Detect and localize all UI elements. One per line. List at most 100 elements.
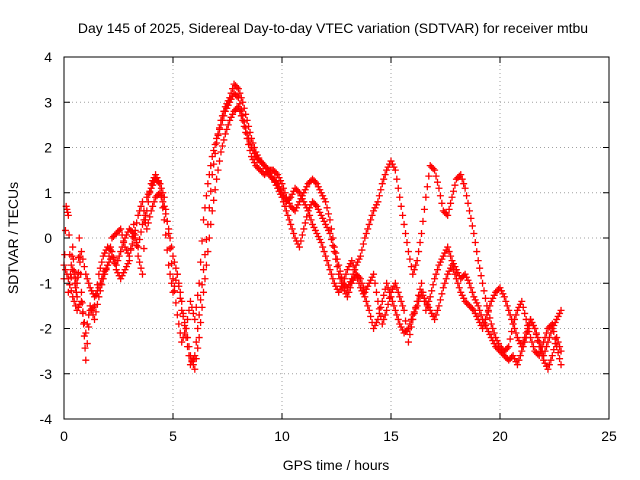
data-point xyxy=(490,291,498,299)
data-point xyxy=(200,288,208,296)
data-point xyxy=(351,266,359,274)
data-point xyxy=(336,267,344,275)
data-point xyxy=(117,225,125,233)
data-point xyxy=(375,192,383,200)
data-point xyxy=(213,175,221,183)
data-point xyxy=(311,201,319,209)
data-point xyxy=(367,312,375,320)
data-point xyxy=(420,294,428,302)
data-point xyxy=(374,315,382,323)
data-point xyxy=(138,270,146,278)
data-point xyxy=(447,252,455,260)
data-point xyxy=(207,187,215,195)
data-point xyxy=(88,306,96,314)
data-point xyxy=(205,171,213,179)
data-point xyxy=(449,260,457,268)
data-point xyxy=(374,198,382,206)
data-point xyxy=(545,361,553,369)
data-point xyxy=(557,361,565,369)
data-point xyxy=(282,207,290,215)
data-point xyxy=(195,311,203,319)
data-point xyxy=(400,220,408,228)
data-point xyxy=(429,281,437,289)
data-point xyxy=(301,186,309,194)
data-point xyxy=(169,288,177,296)
data-point xyxy=(434,306,442,314)
data-point xyxy=(556,343,564,351)
x-tick-label: 0 xyxy=(60,428,68,444)
data-point xyxy=(471,239,479,247)
data-point xyxy=(524,325,532,332)
data-point xyxy=(361,234,369,242)
data-point xyxy=(178,306,186,314)
data-point xyxy=(474,302,482,310)
y-tick-label: 2 xyxy=(44,140,52,156)
data-point xyxy=(378,320,386,328)
data-point xyxy=(463,192,471,200)
data-point xyxy=(361,293,369,301)
data-point xyxy=(313,229,321,237)
data-point xyxy=(202,261,210,269)
data-point xyxy=(335,261,343,269)
data-point xyxy=(75,269,83,277)
data-point xyxy=(470,229,478,237)
data-point xyxy=(511,355,519,363)
data-point xyxy=(397,297,405,305)
data-point xyxy=(294,187,302,195)
data-point xyxy=(168,243,176,251)
data-point xyxy=(502,297,510,305)
data-point xyxy=(141,211,149,219)
data-point xyxy=(85,279,93,287)
data-point xyxy=(399,211,407,219)
data-point xyxy=(460,180,468,188)
data-point xyxy=(91,315,99,323)
y-axis-label: SDTVAR / TECUs xyxy=(5,182,21,294)
data-point xyxy=(295,189,303,197)
data-point xyxy=(86,284,94,292)
data-point xyxy=(329,234,337,242)
data-point xyxy=(372,201,380,209)
data-point xyxy=(165,229,173,237)
data-point xyxy=(176,288,184,296)
data-point xyxy=(345,263,353,271)
data-point xyxy=(166,270,174,278)
data-point xyxy=(117,248,125,256)
data-point xyxy=(380,175,388,183)
data-point xyxy=(277,186,285,194)
data-point xyxy=(508,315,516,323)
data-point xyxy=(122,231,130,239)
data-point xyxy=(98,275,106,283)
data-point xyxy=(172,299,180,307)
data-point xyxy=(143,207,151,215)
data-point xyxy=(464,199,472,207)
data-point xyxy=(404,338,412,346)
data-point xyxy=(476,264,484,272)
data-point xyxy=(403,239,411,247)
data-point xyxy=(115,252,123,260)
data-point xyxy=(242,124,250,132)
data-point xyxy=(435,302,443,310)
data-point xyxy=(436,192,444,200)
data-point xyxy=(356,284,364,292)
data-point xyxy=(181,329,189,337)
data-point xyxy=(390,302,398,310)
data-point xyxy=(499,290,507,298)
data-point xyxy=(152,171,160,179)
data-point xyxy=(192,355,200,363)
data-point xyxy=(509,352,517,360)
data-point xyxy=(434,266,442,274)
data-point xyxy=(61,226,69,234)
data-point xyxy=(393,284,401,292)
data-point xyxy=(447,199,455,207)
data-point xyxy=(425,172,433,180)
data-point xyxy=(95,284,103,292)
data-point xyxy=(442,210,450,218)
data-point xyxy=(458,291,466,299)
data-point xyxy=(399,302,407,310)
data-point xyxy=(479,325,487,332)
data-point xyxy=(204,180,212,188)
data-point xyxy=(226,98,234,106)
data-point xyxy=(138,220,146,228)
data-point xyxy=(130,229,138,237)
data-point xyxy=(234,85,242,93)
